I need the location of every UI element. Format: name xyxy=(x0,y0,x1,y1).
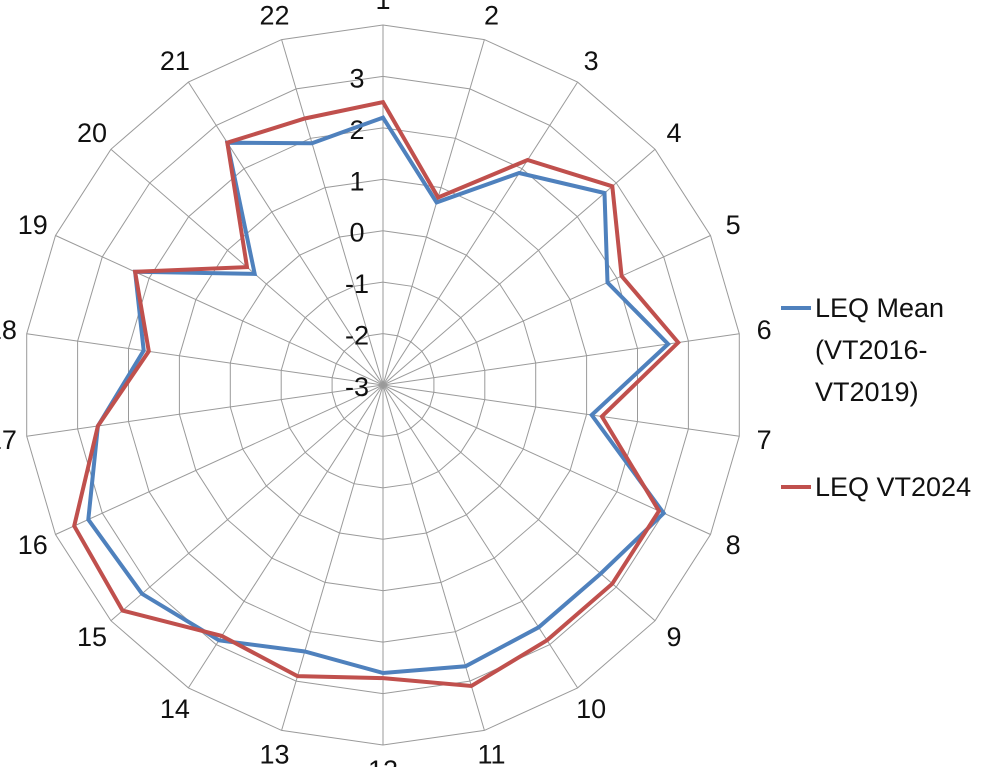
legend-label: VT2019) xyxy=(815,377,919,407)
category-label: 12 xyxy=(368,755,398,767)
tick-label: 1 xyxy=(349,166,364,196)
grid-spoke xyxy=(187,81,384,386)
category-label: 8 xyxy=(726,530,741,560)
grid-spoke xyxy=(281,384,384,731)
grid-spoke xyxy=(281,39,384,386)
grid-spoke xyxy=(26,333,384,386)
radial-tick-labels: -3 -2 -1 0 1 2 3 xyxy=(345,63,369,402)
series-lines xyxy=(72,99,681,689)
tick-label: 3 xyxy=(349,63,364,93)
category-label: 1 xyxy=(375,0,390,15)
tick-label: -1 xyxy=(345,269,369,299)
category-label: 3 xyxy=(584,46,599,76)
legend-label: LEQ Mean xyxy=(815,293,944,323)
grid-spoke xyxy=(55,384,384,535)
category-label: 22 xyxy=(259,1,289,31)
series-line-2 xyxy=(72,99,681,689)
grid-spoke xyxy=(382,384,656,622)
grid-spoke xyxy=(382,81,579,386)
grid-spoke xyxy=(382,384,579,689)
grid-spoke xyxy=(26,384,384,437)
category-label: 9 xyxy=(666,622,681,652)
category-label: 18 xyxy=(0,315,17,345)
grid-spoke xyxy=(187,384,384,689)
series-line-1 xyxy=(86,115,671,676)
radar-grid xyxy=(26,24,740,746)
category-label: 19 xyxy=(18,210,48,240)
grid-spoke xyxy=(382,384,485,731)
category-labels: 12345678910111213141516171819202122 xyxy=(0,0,772,772)
tick-label: 0 xyxy=(349,218,364,248)
grid-spoke xyxy=(382,333,740,386)
grid-spoke xyxy=(55,235,384,386)
legend-label: (VT2016- xyxy=(815,335,928,365)
category-label: 11 xyxy=(477,739,505,767)
tick-label: -3 xyxy=(345,372,369,402)
legend: LEQ Mean (VT2016- VT2019) LEQ VT2024 xyxy=(781,293,971,502)
category-label: 2 xyxy=(484,1,499,31)
category-label: 13 xyxy=(259,739,289,767)
grid-spoke xyxy=(382,384,740,437)
category-label: 4 xyxy=(666,118,681,148)
tick-label: 2 xyxy=(349,115,364,145)
category-label: 16 xyxy=(18,530,48,560)
grid-spoke xyxy=(382,148,656,386)
category-label: 10 xyxy=(576,694,606,724)
category-label: 14 xyxy=(160,694,190,724)
category-label: 17 xyxy=(0,425,17,455)
tick-label: -2 xyxy=(345,321,369,351)
category-label: 20 xyxy=(77,118,107,148)
grid-spoke xyxy=(382,235,711,386)
category-label: 6 xyxy=(757,315,772,345)
category-label: 15 xyxy=(77,622,107,652)
grid-spoke xyxy=(110,384,384,622)
category-label: 5 xyxy=(726,210,741,240)
category-label: 7 xyxy=(757,425,772,455)
category-label: 21 xyxy=(160,46,190,76)
grid-spoke xyxy=(382,39,485,386)
legend-label: LEQ VT2024 xyxy=(815,472,971,502)
